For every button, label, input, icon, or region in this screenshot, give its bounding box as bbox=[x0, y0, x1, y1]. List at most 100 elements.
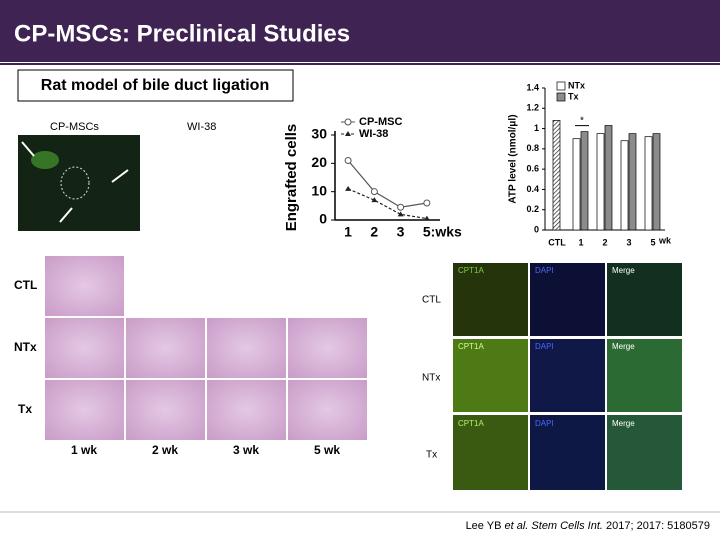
if-image bbox=[530, 415, 605, 490]
outline bbox=[60, 166, 90, 200]
y-axis-label: ATP level (nmol/μl) bbox=[508, 114, 519, 203]
channel-label: CPT1A bbox=[458, 342, 484, 351]
point bbox=[370, 188, 378, 196]
bar bbox=[572, 138, 581, 231]
legend-marker bbox=[345, 131, 351, 136]
y-tick-label: 0.6 bbox=[526, 164, 539, 174]
series-line bbox=[347, 160, 427, 208]
bar bbox=[604, 125, 613, 231]
arrows bbox=[21, 141, 129, 223]
if-image bbox=[607, 263, 682, 336]
cells bbox=[31, 151, 59, 169]
y-tick-label: 1.2 bbox=[526, 103, 539, 113]
y-tick-label: 0 bbox=[534, 224, 539, 234]
point bbox=[371, 197, 378, 203]
bar bbox=[620, 140, 629, 231]
he-image bbox=[45, 380, 124, 440]
legend-label: Tx bbox=[568, 91, 579, 101]
channel-label: Merge bbox=[612, 419, 635, 428]
immuno-panel: CPT1A DAPI Merge CPT1A DAPI Merge CPT1A … bbox=[422, 263, 682, 490]
x-tick-label: 1 bbox=[578, 237, 583, 247]
title-bar bbox=[0, 0, 720, 62]
bar bbox=[596, 133, 605, 231]
y-tick-label: 20 bbox=[311, 154, 327, 170]
he-image bbox=[45, 256, 124, 316]
if-image bbox=[530, 263, 605, 336]
legend-label: CP-MSC bbox=[359, 116, 402, 128]
legend-label: NTx bbox=[568, 80, 585, 90]
bar bbox=[552, 120, 561, 231]
y-tick-label: 10 bbox=[311, 182, 327, 198]
subtitle: Rat model of bile duct ligation bbox=[41, 77, 269, 94]
column-label: 2 wk bbox=[152, 443, 178, 457]
x-axis-label: wk bbox=[658, 235, 672, 245]
slide-title: CP-MSCs: Preclinical Studies bbox=[14, 20, 350, 47]
he-image bbox=[207, 380, 286, 440]
x-tick-label: 5 bbox=[650, 237, 655, 247]
citation-part: et al. Stem Cells Int. bbox=[505, 520, 603, 532]
row-label: Tx bbox=[426, 450, 437, 461]
point bbox=[423, 199, 431, 207]
row-label: CTL bbox=[14, 278, 37, 292]
x-tick-label: 2 bbox=[602, 237, 607, 247]
y-tick-label: 1 bbox=[534, 123, 539, 133]
histology-panel: CTL NTx Tx 1 wk 2 wk 3 wk 5 wk bbox=[14, 256, 367, 457]
legend-swatch bbox=[556, 92, 566, 102]
column-label: 1 wk bbox=[71, 443, 97, 457]
column-label: 3 wk bbox=[233, 443, 259, 457]
he-image bbox=[207, 318, 286, 378]
chart: 0 0.2 0.4 0.6 0.8 1 1.2 1.4 ATP level (nmol/μl) w… bbox=[508, 80, 672, 247]
chart: 0 10 20 30 1 2 3 5:wks Engrafted cells CP-MSCWI-3… bbox=[283, 116, 462, 240]
if-image bbox=[607, 339, 682, 412]
citation-part: Lee YB bbox=[466, 520, 505, 532]
channel-label: CPT1A bbox=[458, 266, 484, 275]
channel-label: Merge bbox=[612, 266, 635, 275]
y-tick-label: 30 bbox=[311, 126, 327, 142]
if-image bbox=[453, 263, 528, 336]
if-image bbox=[453, 415, 528, 490]
he-image bbox=[288, 380, 367, 440]
he-image bbox=[126, 380, 205, 440]
panel-label: CP-MSCs bbox=[50, 121, 99, 133]
if-image bbox=[607, 415, 682, 490]
he-image bbox=[126, 318, 205, 378]
x-tick-label: 3 bbox=[397, 224, 405, 240]
bar bbox=[580, 131, 589, 231]
x-tick-label: 3 bbox=[626, 237, 631, 247]
annotation: * bbox=[580, 115, 584, 126]
channel-label: CPT1A bbox=[458, 419, 484, 428]
y-tick-label: 0.4 bbox=[526, 184, 539, 194]
he-image bbox=[288, 318, 367, 378]
point bbox=[397, 211, 404, 217]
if-image bbox=[530, 339, 605, 412]
row-label: NTx bbox=[14, 340, 37, 354]
bar bbox=[628, 133, 637, 231]
point bbox=[397, 203, 405, 211]
channel-label: DAPI bbox=[535, 266, 554, 275]
y-tick-label: 0 bbox=[319, 211, 327, 227]
panel-label: WI-38 bbox=[187, 121, 216, 133]
x-tick-label: CTL bbox=[548, 237, 566, 247]
legend-marker bbox=[344, 118, 352, 126]
channel-label: Merge bbox=[612, 342, 635, 351]
citation: Lee YB et al. Stem Cells Int. 2017; 2017… bbox=[466, 520, 710, 532]
citation-part: 2017; 2017: 5180579 bbox=[603, 520, 710, 532]
legend-swatch bbox=[556, 81, 566, 91]
series-line bbox=[347, 188, 427, 220]
x-tick-label: 2 bbox=[370, 224, 378, 240]
point bbox=[344, 157, 352, 164]
y-tick-label: 0.2 bbox=[526, 204, 539, 214]
if-image bbox=[453, 339, 528, 412]
channel-label: DAPI bbox=[535, 419, 554, 428]
subtitle-box bbox=[17, 69, 294, 102]
channel-label: DAPI bbox=[535, 342, 554, 351]
row-label: Tx bbox=[18, 402, 32, 416]
point bbox=[345, 185, 352, 191]
he-image bbox=[45, 318, 124, 378]
point bbox=[423, 215, 430, 221]
y-axis-label: Engrafted cells bbox=[283, 124, 300, 232]
x-tick-label: 5:wks bbox=[423, 224, 462, 240]
column-label: 5 wk bbox=[314, 443, 340, 457]
y-tick-label: 1.4 bbox=[526, 82, 539, 92]
